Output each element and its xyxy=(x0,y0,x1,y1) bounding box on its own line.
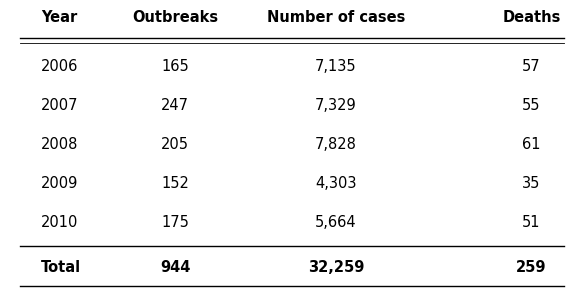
Text: 175: 175 xyxy=(161,215,189,230)
Text: 2008: 2008 xyxy=(41,137,78,152)
Text: Number of cases: Number of cases xyxy=(267,10,405,25)
Text: 7,329: 7,329 xyxy=(315,98,357,113)
Text: 7,135: 7,135 xyxy=(315,59,357,74)
Text: 165: 165 xyxy=(161,59,189,74)
Text: Total: Total xyxy=(41,260,81,276)
Text: 152: 152 xyxy=(161,176,189,191)
Text: 205: 205 xyxy=(161,137,189,152)
Text: 51: 51 xyxy=(522,215,541,230)
Text: 35: 35 xyxy=(522,176,541,191)
Text: 4,303: 4,303 xyxy=(315,176,357,191)
Text: Deaths: Deaths xyxy=(502,10,561,25)
Text: 944: 944 xyxy=(160,260,190,276)
Text: 2006: 2006 xyxy=(41,59,78,74)
Text: Outbreaks: Outbreaks xyxy=(132,10,218,25)
Text: 2009: 2009 xyxy=(41,176,78,191)
Text: Year: Year xyxy=(41,10,77,25)
Text: 2010: 2010 xyxy=(41,215,78,230)
Text: 5,664: 5,664 xyxy=(315,215,357,230)
Text: 57: 57 xyxy=(522,59,541,74)
Text: 2007: 2007 xyxy=(41,98,78,113)
Text: 61: 61 xyxy=(522,137,541,152)
Text: 259: 259 xyxy=(516,260,547,276)
Text: 247: 247 xyxy=(161,98,189,113)
Text: 55: 55 xyxy=(522,98,541,113)
Text: 7,828: 7,828 xyxy=(315,137,357,152)
Text: 32,259: 32,259 xyxy=(308,260,364,276)
